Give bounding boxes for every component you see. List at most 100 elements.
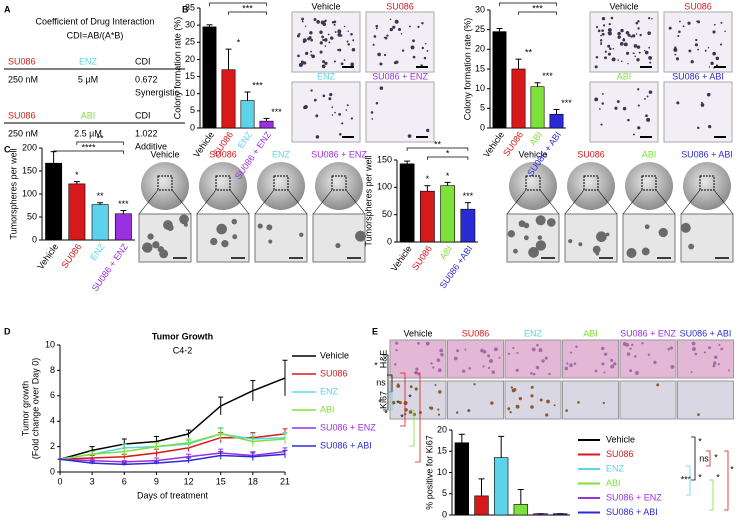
colony-dot xyxy=(377,52,381,57)
colony-dot xyxy=(675,57,680,61)
bar xyxy=(440,185,456,243)
bar xyxy=(399,163,415,243)
series-line xyxy=(59,450,286,463)
colony-dot xyxy=(322,60,326,64)
zoom-region xyxy=(525,175,541,191)
significance-marker: *** xyxy=(542,71,553,81)
table-header: ENZ xyxy=(79,56,98,66)
bar xyxy=(259,120,274,129)
sphere-dot xyxy=(680,222,691,233)
colony-dot xyxy=(301,63,304,66)
x-tick-label: ABI xyxy=(438,244,455,262)
sphere-dot xyxy=(142,246,146,250)
ki67-nucleus xyxy=(408,410,413,414)
nucleus xyxy=(515,368,519,372)
sphere-dot xyxy=(232,234,238,240)
y-tick-label: 25 xyxy=(185,37,195,47)
he-image xyxy=(677,339,734,379)
bar xyxy=(454,442,470,516)
bar xyxy=(492,31,507,129)
bar xyxy=(45,162,63,241)
nucleus xyxy=(691,341,696,346)
significance-bracket xyxy=(724,450,729,511)
table-cell: 250 nM xyxy=(8,128,38,138)
colony-dot xyxy=(635,21,639,25)
series-line xyxy=(59,453,286,466)
y-tick-label: 5 xyxy=(480,103,485,113)
bar xyxy=(474,495,489,516)
nucleus xyxy=(703,351,706,354)
colony-dot xyxy=(645,114,648,118)
ki67-nucleus xyxy=(530,405,534,409)
colony-dot xyxy=(331,114,334,116)
colony-dot xyxy=(597,29,601,33)
significance-label: * xyxy=(378,397,382,407)
he-image xyxy=(562,339,619,379)
significance-bracket xyxy=(209,2,267,6)
colony-dot xyxy=(634,55,637,58)
zoom-connector xyxy=(539,189,560,215)
colony-dot xyxy=(347,43,350,46)
ki67-nucleus xyxy=(403,400,408,405)
tumorsphere-image xyxy=(683,162,731,210)
colony-dot xyxy=(620,60,623,63)
colony-dot xyxy=(398,27,402,32)
histology-column-label: SU086 + ENZ xyxy=(620,328,676,338)
bar xyxy=(511,68,526,129)
table-formula: CDI=AB/(A*B) xyxy=(67,30,124,40)
image-label: SU086 xyxy=(684,1,712,11)
colony-dot xyxy=(373,35,377,38)
colony-dot xyxy=(706,92,711,97)
colony-dot xyxy=(712,51,716,56)
legend-label: Vehicle xyxy=(606,434,635,444)
significance-label: * xyxy=(384,408,388,418)
colony-dot xyxy=(687,21,691,25)
bar xyxy=(419,190,435,243)
nucleus xyxy=(512,346,515,350)
y-tick-label: 10 xyxy=(45,339,55,349)
colony-dot xyxy=(712,30,716,34)
ki67-image xyxy=(677,380,734,420)
colony-dot xyxy=(609,47,612,51)
y-tick-label: 25 xyxy=(475,24,485,34)
colony-dot xyxy=(648,46,651,49)
y-axis-title: Colony formation rate (%) xyxy=(172,17,182,120)
colony-dot xyxy=(331,106,333,109)
sphere-dot xyxy=(596,231,607,243)
colony-dot xyxy=(607,28,612,32)
colony-dot xyxy=(602,24,606,27)
table-title: Coefficient of Drug Interaction xyxy=(36,16,155,26)
significance-marker: ** xyxy=(97,191,105,201)
nucleus xyxy=(456,349,460,353)
nucleus xyxy=(535,365,540,370)
colony-dot xyxy=(333,23,336,26)
image-label: ABI xyxy=(617,71,632,81)
image-label: Vehicle xyxy=(311,1,340,11)
colony-dot xyxy=(333,60,336,63)
significance-label: * xyxy=(714,452,718,462)
zoom-connector xyxy=(312,189,333,215)
colony-dot xyxy=(601,92,604,95)
colony-dot xyxy=(595,56,599,59)
y-tick-label: 0 xyxy=(32,234,37,244)
nucleus xyxy=(629,347,632,350)
table-header: ABI xyxy=(81,110,96,120)
zoom-connector xyxy=(196,189,217,215)
legend-label: ABI xyxy=(606,478,621,488)
he-image xyxy=(504,339,562,379)
y-tick-label: 0 xyxy=(387,236,392,246)
x-tick-label: 3 xyxy=(90,476,95,486)
colony-dot xyxy=(719,43,722,46)
colony-dot xyxy=(608,31,612,36)
colony-dot xyxy=(678,20,681,23)
zoom-region xyxy=(157,175,173,191)
colony-dot xyxy=(632,133,635,136)
y-tick-label: 0 xyxy=(480,122,485,132)
sphere-dot xyxy=(658,227,668,238)
ki67-nucleus xyxy=(418,411,422,414)
y-axis-title: Colony formation rate (%) xyxy=(462,18,472,121)
colony-dot xyxy=(328,41,331,44)
nucleus xyxy=(430,362,433,365)
colony-dot xyxy=(622,38,626,42)
colony-dot xyxy=(688,49,692,53)
